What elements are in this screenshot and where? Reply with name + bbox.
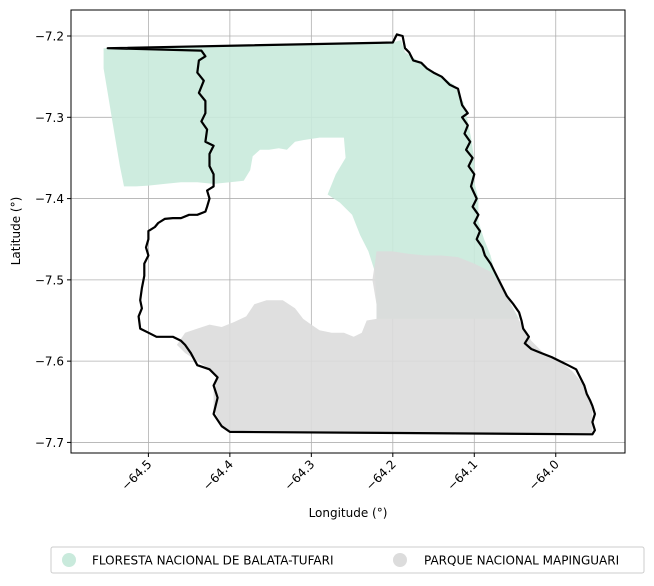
- y-tick-label-4: −7.6: [35, 355, 64, 369]
- legend: FLORESTA NACIONAL DE BALATA-TUFARI PARQU…: [50, 546, 645, 574]
- y-axis-ticks: −7.2 −7.3 −7.4 −7.5 −7.6 −7.7: [35, 30, 71, 450]
- map-layers: [103, 40, 593, 435]
- legend-swatch-mapinguari: [393, 553, 407, 567]
- layer-polygon-0: [103, 40, 520, 319]
- y-tick-label-3: −7.5: [35, 273, 64, 287]
- y-tick-label-1: −7.3: [35, 111, 64, 125]
- legend-swatch-balata-tufari: [62, 553, 76, 567]
- region-boundary: [106, 33, 596, 436]
- boundary-outline: [106, 33, 596, 436]
- layer-polygon-1: [176, 251, 593, 435]
- y-tick-label-2: −7.4: [35, 192, 64, 206]
- y-tick-label-5: −7.7: [35, 436, 64, 450]
- legend-box: [50, 546, 645, 574]
- axes-frame: [70, 9, 626, 454]
- legend-label-balata-tufari: FLORESTA NACIONAL DE BALATA-TUFARI: [92, 554, 333, 568]
- x-axis-label: Longitude (°): [309, 506, 388, 520]
- y-axis-label: Latitude (°): [9, 197, 23, 266]
- y-tick-label-0: −7.2: [35, 30, 64, 44]
- legend-label-mapinguari: PARQUE NACIONAL MAPINGUARI: [424, 554, 619, 568]
